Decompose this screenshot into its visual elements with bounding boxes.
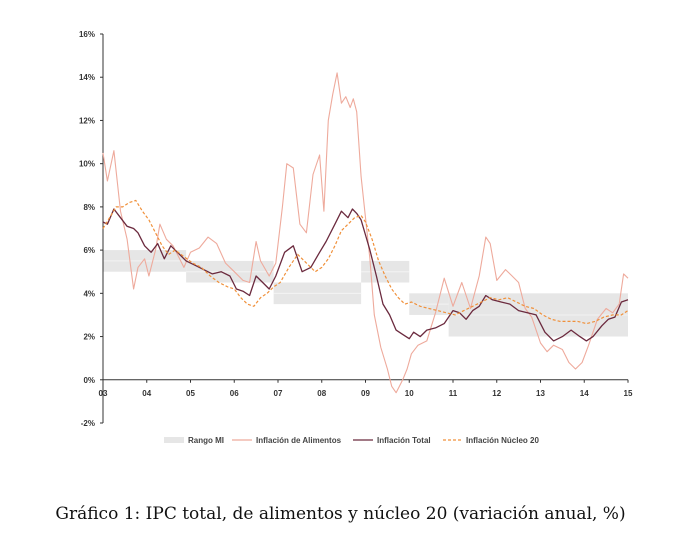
x-tick-label: 13 [536,389,545,398]
x-tick-label: 07 [274,389,283,398]
x-tick-label: 03 [99,389,108,398]
legend: Rango MI Inflación de Alimentos Inflació… [164,436,539,445]
series-line-total [102,208,629,342]
x-tick-label: 12 [492,389,501,398]
x-tick-label: 10 [405,389,414,398]
x-tick-labels: 03 04 05 06 07 08 09 10 11 12 13 14 15 [99,389,633,398]
x-tick-label: 14 [580,389,589,398]
x-tick-label: 05 [186,389,195,398]
legend-swatch-rango-mi [164,437,184,443]
x-tick-label: 06 [230,389,239,398]
x-tick-label: 11 [449,389,458,398]
y-tick-label: 0% [83,376,95,385]
legend-label-food: Inflación de Alimentos [256,436,342,445]
x-tick-label: 15 [624,389,633,398]
y-tick-label: 2% [83,333,95,342]
legend-label-rango-mi: Rango MI [188,436,224,445]
series-line-food [102,72,629,394]
legend-label-total: Inflación Total [377,436,431,445]
y-tick-label: -2% [81,419,95,428]
legend-label-core: Inflación Núcleo 20 [466,436,539,445]
x-tick-label: 08 [317,389,326,398]
y-tick-label: 8% [83,203,95,212]
series-lines [102,72,629,394]
x-tick-label: 04 [142,389,151,398]
y-tick-label: 6% [83,246,95,255]
y-tick-label: 10% [79,160,95,169]
y-tick-label: 12% [79,116,95,125]
figure-caption: Gráfico 1: IPC total, de alimentos y núc… [55,504,626,524]
y-tick-label: 16% [79,30,95,39]
y-tick-label: 4% [83,289,95,298]
x-tick-label: 09 [361,389,370,398]
y-tick-labels: 16% 14% 12% 10% 8% 6% 4% 2% 0% -2% [79,30,95,428]
y-tick-label: 14% [79,73,95,82]
